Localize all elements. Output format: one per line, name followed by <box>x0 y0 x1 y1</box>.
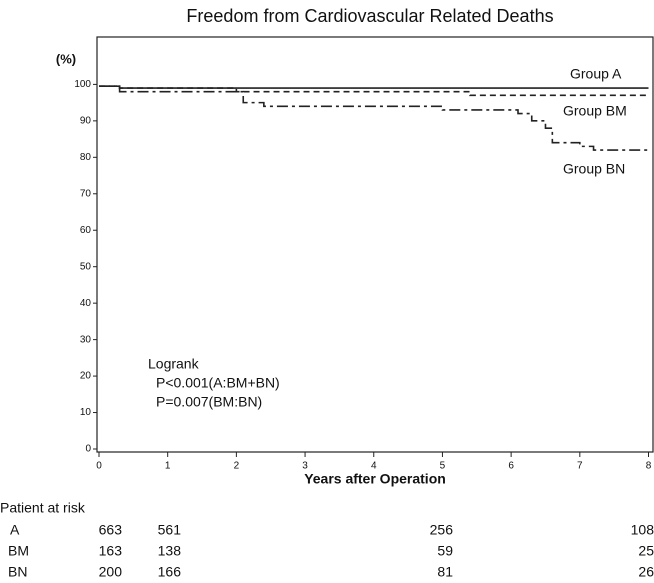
risk-row-label: BM <box>8 543 29 559</box>
y-tick-label: 50 <box>80 261 92 272</box>
risk-value: 256 <box>430 522 454 538</box>
risk-value: 59 <box>437 543 453 559</box>
risk-row-label: A <box>10 522 20 538</box>
x-tick-label: 1 <box>165 461 171 472</box>
x-axis-label: Years after Operation <box>304 471 446 487</box>
risk-value: 81 <box>437 564 453 580</box>
annotation: P<0.001(A:BM+BN) <box>156 375 280 391</box>
risk-value: 166 <box>158 564 182 580</box>
x-tick-label: 5 <box>440 461 446 472</box>
x-tick-label: 6 <box>508 461 514 472</box>
y-tick-label: 40 <box>80 298 92 309</box>
survival-line <box>99 85 649 97</box>
y-tick-label: 20 <box>80 371 92 382</box>
y-tick-label: 60 <box>80 225 92 236</box>
y-tick-label: 0 <box>85 444 91 455</box>
y-tick-label: 100 <box>74 79 91 90</box>
risk-value: 138 <box>158 543 182 559</box>
y-tick-label: 10 <box>80 407 92 418</box>
chart-title: Freedom from Cardiovascular Related Deat… <box>186 6 553 26</box>
risk-row-label: BN <box>8 564 27 580</box>
annotation: P=0.007(BM:BN) <box>156 394 262 410</box>
legend-label: Group A <box>570 66 622 82</box>
x-tick-label: 8 <box>646 461 652 472</box>
x-tick-label: 3 <box>302 461 308 472</box>
risk-value: 561 <box>158 522 182 538</box>
x-tick-label: 2 <box>234 461 240 472</box>
legend-label: Group BM <box>563 103 627 119</box>
annotation: Logrank <box>148 356 200 372</box>
legend-label: Group BN <box>563 161 625 177</box>
x-tick-label: 0 <box>96 461 102 472</box>
y-axis-label: (%) <box>56 51 76 66</box>
risk-value: 26 <box>638 564 654 580</box>
y-tick-label: 90 <box>80 115 92 126</box>
survival-line <box>99 85 649 151</box>
risk-value: 200 <box>99 564 123 580</box>
x-tick-label: 4 <box>371 461 377 472</box>
y-tick-label: 80 <box>80 152 92 163</box>
x-tick-label: 7 <box>577 461 583 472</box>
risk-value: 163 <box>99 543 123 559</box>
risk-value: 25 <box>638 543 654 559</box>
risk-value: 108 <box>631 522 654 538</box>
risk-table-title: Patient at risk <box>0 500 86 516</box>
y-tick-label: 70 <box>80 188 92 199</box>
plot-frame <box>96 36 654 453</box>
risk-value: 663 <box>99 522 123 538</box>
y-tick-label: 30 <box>80 334 92 345</box>
